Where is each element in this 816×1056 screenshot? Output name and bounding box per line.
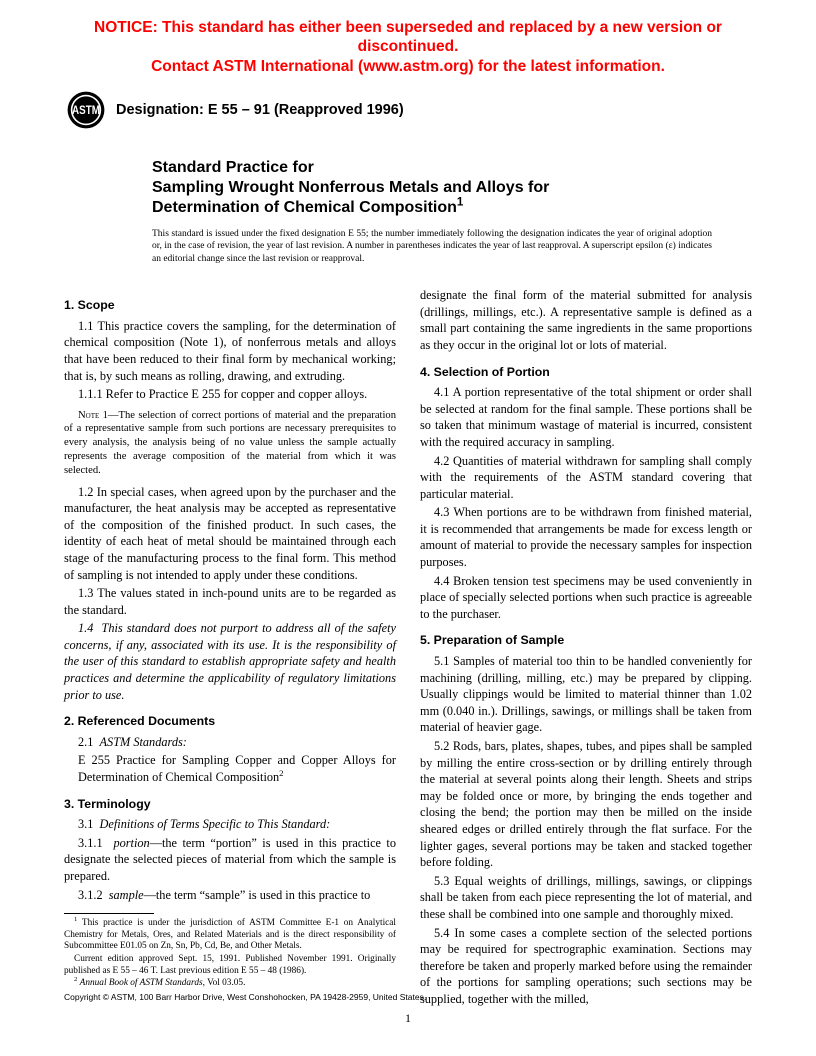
note-1: Note 1—The selection of correct portions… — [64, 409, 396, 478]
footnote-1b: Current edition approved Sept. 15, 1991.… — [64, 954, 396, 977]
page-number: 1 — [0, 1011, 816, 1026]
designation: Designation: E 55 – 91 (Reapproved 1996) — [116, 102, 404, 118]
para-4-2: 4.2 Quantities of material withdrawn for… — [420, 453, 752, 503]
body-columns: 1. Scope 1.1 This practice covers the sa… — [64, 287, 752, 1007]
para-1-1-1: 1.1.1 Refer to Practice E 255 for copper… — [64, 386, 396, 403]
title-line2: Sampling Wrought Nonferrous Metals and A… — [152, 178, 712, 198]
para-3-1-2b: designate the final form of the material… — [420, 287, 752, 353]
section-4-head: 4. Selection of Portion — [420, 364, 752, 381]
notice-line2: Contact ASTM International (www.astm.org… — [151, 58, 665, 75]
section-1-head: 1. Scope — [64, 297, 396, 314]
para-3-1-2a: 3.1.2 sample—the term “sample” is used i… — [64, 887, 396, 904]
para-1-3: 1.3 The values stated in inch-pound unit… — [64, 585, 396, 618]
notice-line1: NOTICE: This standard has either been su… — [94, 19, 722, 55]
para-1-2: 1.2 In special cases, when agreed upon b… — [64, 484, 396, 584]
para-4-4: 4.4 Broken tension test specimens may be… — [420, 573, 752, 623]
page: NOTICE: This standard has either been su… — [0, 0, 816, 1056]
notice-banner: NOTICE: This standard has either been su… — [64, 18, 752, 76]
footnote-2: 2 Annual Book of ASTM Standards, Vol 03.… — [64, 978, 396, 990]
title-block: Standard Practice for Sampling Wrought N… — [152, 158, 712, 218]
para-5-4: 5.4 In some cases a complete section of … — [420, 925, 752, 1008]
para-5-1: 5.1 Samples of material too thin to be h… — [420, 653, 752, 736]
section-3-head: 3. Terminology — [64, 796, 396, 813]
astm-logo-icon: ASTM — [66, 90, 106, 130]
para-4-3: 4.3 When portions are to be withdrawn fr… — [420, 504, 752, 570]
footnotes: 1 This practice is under the jurisdictio… — [64, 918, 396, 990]
para-4-1: 4.1 A portion representative of the tota… — [420, 384, 752, 450]
masthead: ASTM Designation: E 55 – 91 (Reapproved … — [66, 90, 752, 130]
para-1-1: 1.1 This practice covers the sampling, f… — [64, 318, 396, 384]
footnote-rule — [64, 913, 154, 914]
svg-text:ASTM: ASTM — [72, 104, 100, 117]
para-1-4: 1.4 This standard does not purport to ad… — [64, 620, 396, 703]
footnote-1a: 1 This practice is under the jurisdictio… — [64, 918, 396, 953]
para-3-1-1: 3.1.1 portion—the term “portion” is used… — [64, 835, 396, 885]
para-3-1: 3.1 Definitions of Terms Specific to Thi… — [64, 816, 396, 833]
title-line3: Determination of Chemical Composition1 — [152, 198, 712, 218]
ref-e255: E 255 Practice for Sampling Copper and C… — [78, 752, 396, 785]
para-5-3: 5.3 Equal weights of drillings, millings… — [420, 873, 752, 923]
title-line1: Standard Practice for — [152, 158, 712, 178]
para-5-2: 5.2 Rods, bars, plates, shapes, tubes, a… — [420, 738, 752, 871]
copyright: Copyright © ASTM, 100 Barr Harbor Drive,… — [64, 992, 426, 1002]
para-2-1: 2.1 ASTM Standards: — [64, 734, 396, 751]
section-5-head: 5. Preparation of Sample — [420, 632, 752, 649]
adoption-note: This standard is issued under the fixed … — [152, 228, 712, 265]
footnotes-block: 1 This practice is under the jurisdictio… — [64, 913, 396, 990]
section-2-head: 2. Referenced Documents — [64, 713, 396, 730]
